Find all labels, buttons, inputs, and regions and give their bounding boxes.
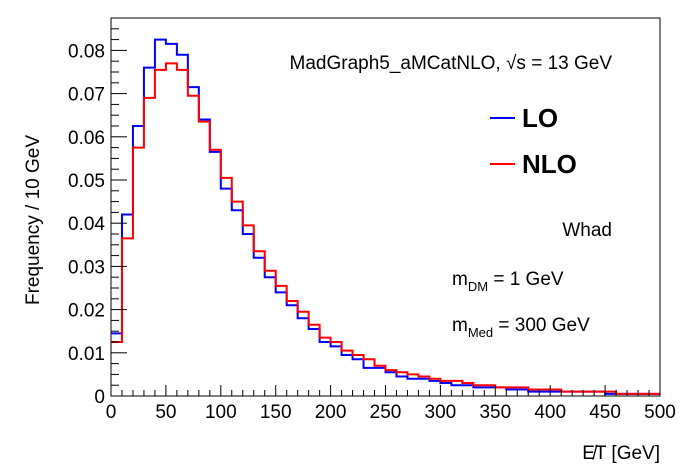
x-tick-label: 300 xyxy=(425,402,457,423)
x-tick-label: 0 xyxy=(106,402,117,423)
y-tick-label: 0.06 xyxy=(68,128,105,149)
mass-dm-subscript: DM xyxy=(468,279,488,294)
series-line-lo xyxy=(111,38,660,395)
legend-nlo-label: NLO xyxy=(522,149,577,179)
y-tick-label: 0.02 xyxy=(68,301,105,322)
x-tick-label: 500 xyxy=(644,402,676,423)
x-tick-label: 350 xyxy=(479,402,511,423)
mass-med-symbol: m xyxy=(452,315,468,336)
x-tick-label: 100 xyxy=(205,402,237,423)
mass-dm-value: = 1 GeV xyxy=(488,269,564,290)
y-tick-label: 0.04 xyxy=(68,214,105,235)
y-tick-label: 0 xyxy=(94,387,105,408)
plot-frame xyxy=(110,17,661,397)
legend: LO NLO xyxy=(490,103,577,179)
x-tick-label: 450 xyxy=(589,402,621,423)
legend-lo-label: LO xyxy=(522,103,558,133)
y-tick-label: 0.08 xyxy=(68,41,105,62)
y-axis-title: Frequency / 10 GeV xyxy=(23,135,44,305)
x-tick-label: 150 xyxy=(260,402,292,423)
generator-annotation: MadGraph5_aMCatNLO, √s = 13 GeV xyxy=(290,53,613,74)
mass-med-value: = 300 GeV xyxy=(493,315,590,336)
x-axis-title: E̸T [GeV] xyxy=(582,443,660,464)
y-tick-label: 0.03 xyxy=(68,257,105,278)
mass-dm-symbol: m xyxy=(452,269,468,290)
y-tick-label: 0.01 xyxy=(68,344,105,365)
x-tick-label: 400 xyxy=(534,402,566,423)
y-tick-label: 0.07 xyxy=(68,85,105,106)
mass-dm-annotation: mDM = 1 GeV xyxy=(452,269,564,294)
series-line-nlo xyxy=(111,62,660,395)
mass-med-annotation: mMed = 300 GeV xyxy=(452,315,590,340)
x-tick-label: 250 xyxy=(370,402,402,423)
process-annotation: Whad xyxy=(562,220,612,241)
mass-med-subscript: Med xyxy=(468,325,493,340)
y-tick-label: 0.05 xyxy=(68,171,105,192)
x-tick-label: 200 xyxy=(315,402,347,423)
x-tick-label: 50 xyxy=(155,402,176,423)
